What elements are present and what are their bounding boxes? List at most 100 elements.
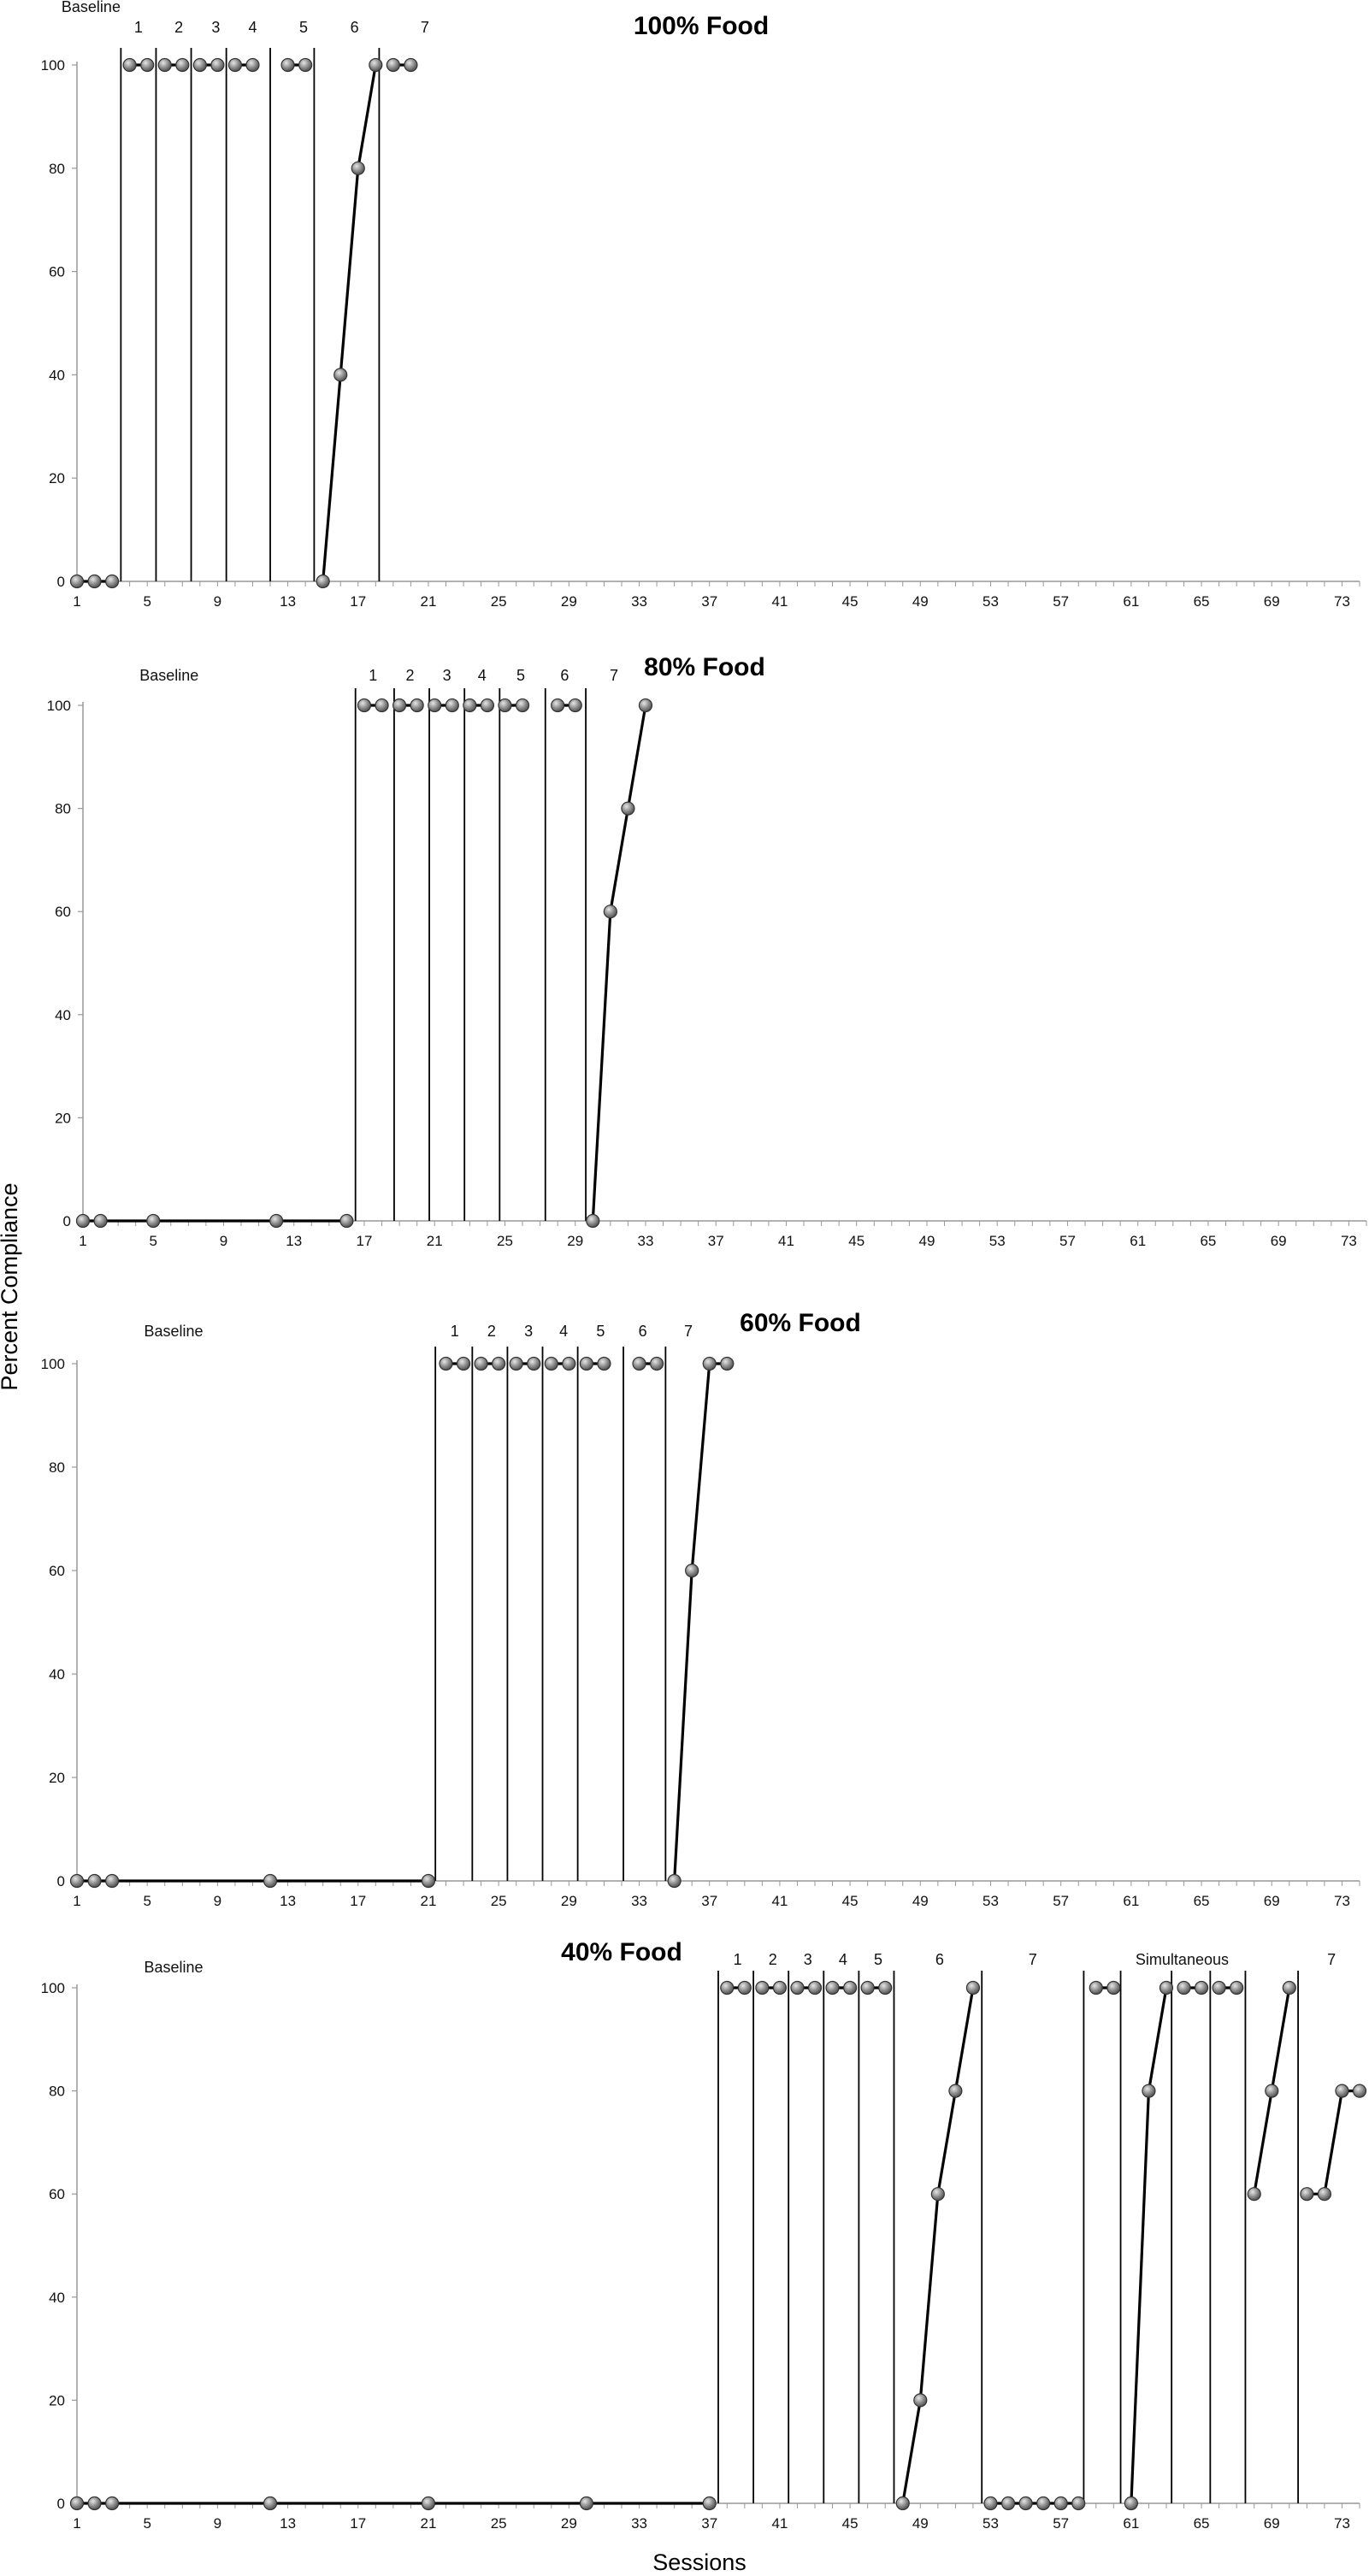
x-tick-label: 1	[73, 1893, 80, 1909]
phase-label-name: Baseline	[139, 667, 198, 684]
x-tick-label: 29	[561, 2515, 577, 2532]
data-point	[685, 1563, 699, 1578]
data-point	[93, 1213, 108, 1229]
phase-label-number: 4	[248, 19, 257, 36]
data-point	[498, 698, 512, 713]
x-tick-label: 9	[214, 593, 221, 610]
data-point	[878, 1980, 893, 1995]
x-tick-label: 37	[708, 1233, 724, 1249]
x-tick-label: 21	[420, 1893, 436, 1909]
y-tick-label: 40	[49, 367, 65, 383]
data-point	[1142, 2084, 1156, 2098]
data-point	[263, 1873, 278, 1889]
data-point	[621, 801, 635, 816]
data-point	[860, 1980, 875, 1995]
data-point	[474, 1356, 488, 1371]
data-point	[87, 1873, 102, 1889]
data-point	[544, 1356, 558, 1371]
data-point	[825, 1980, 840, 1995]
data-point	[421, 2496, 436, 2511]
x-tick-label: 17	[350, 1893, 366, 1909]
phase-label-number: 2	[487, 1323, 496, 1340]
x-tick-label: 33	[631, 1893, 647, 1909]
x-tick-label: 9	[220, 1233, 227, 1249]
x-tick-label: 61	[1123, 593, 1139, 610]
x-tick-label: 17	[357, 1233, 373, 1249]
data-point	[104, 1873, 120, 1889]
phase-label-number: 7	[1029, 1951, 1037, 1968]
x-tick-label: 65	[1200, 1233, 1216, 1249]
phase-label-number: 4	[839, 1951, 847, 1968]
data-point	[983, 2496, 998, 2511]
data-point	[392, 698, 407, 713]
phase-label-number: 6	[560, 667, 569, 684]
x-tick-label: 5	[150, 1233, 157, 1249]
x-tick-label: 41	[771, 1893, 788, 1909]
series-line	[901, 1987, 975, 2504]
data-point	[515, 698, 530, 713]
data-point	[421, 1873, 436, 1889]
data-point	[720, 1356, 735, 1371]
data-point	[1352, 2084, 1367, 2098]
data-point	[1071, 2496, 1086, 2511]
phase-label-number: 7	[684, 1323, 693, 1340]
data-point	[843, 1980, 858, 1995]
data-point	[632, 1356, 646, 1371]
phase-label-number: 1	[451, 1323, 459, 1340]
x-tick-label: 13	[286, 1233, 302, 1249]
phase-label-number: 1	[134, 19, 143, 36]
chart-title: 40% Food	[561, 1938, 682, 1966]
data-point	[1000, 2496, 1016, 2511]
x-tick-label: 61	[1130, 1233, 1146, 1249]
data-point	[339, 1213, 354, 1229]
data-point	[104, 574, 120, 589]
y-tick-label: 0	[63, 1213, 71, 1229]
y-tick-label: 40	[49, 1666, 65, 1683]
data-point	[1177, 1980, 1191, 1995]
y-tick-label: 80	[55, 801, 71, 817]
x-tick-label: 5	[143, 593, 150, 610]
data-point	[298, 57, 313, 73]
data-point	[562, 1356, 576, 1371]
y-tick-label: 60	[49, 2186, 65, 2202]
y-tick-label: 20	[49, 2392, 65, 2408]
x-tick-label: 25	[491, 2515, 507, 2532]
data-point	[245, 57, 260, 73]
data-point	[1230, 1980, 1244, 1995]
data-point	[351, 161, 365, 175]
data-point	[755, 1980, 770, 1995]
x-tick-label: 13	[280, 1893, 296, 1909]
x-tick-label: 45	[842, 593, 859, 610]
data-point	[1317, 2187, 1332, 2202]
data-point	[1335, 2084, 1349, 2098]
series-line	[673, 1362, 728, 1882]
data-point	[895, 2496, 910, 2511]
y-tick-label: 100	[41, 1356, 65, 1372]
phase-label-number: 5	[596, 1323, 605, 1340]
phase-label-number: 7	[1327, 1951, 1336, 1968]
x-tick-label: 57	[1053, 1893, 1069, 1909]
data-point	[175, 57, 190, 73]
x-tick-label: 53	[982, 1893, 999, 1909]
data-point	[586, 1213, 600, 1229]
data-point	[263, 2496, 278, 2511]
series-line	[1130, 1987, 1168, 2504]
data-point	[104, 2496, 120, 2511]
data-point	[386, 57, 400, 73]
y-tick-label: 20	[49, 1770, 65, 1786]
data-point	[509, 1356, 523, 1371]
y-tick-label: 60	[55, 904, 71, 920]
x-tick-label: 73	[1341, 1233, 1357, 1249]
x-tick-label: 53	[989, 1233, 1006, 1249]
data-point	[597, 1356, 611, 1371]
x-tick-label: 25	[491, 1893, 507, 1909]
phase-label-number: 6	[935, 1951, 944, 1968]
phase-label-number: 4	[478, 667, 487, 684]
phase-label-number: 3	[443, 667, 451, 684]
x-tick-label: 65	[1194, 593, 1210, 610]
x-tick-label: 29	[567, 1233, 583, 1249]
data-point	[1018, 2496, 1033, 2511]
x-tick-label: 1	[73, 2515, 80, 2532]
